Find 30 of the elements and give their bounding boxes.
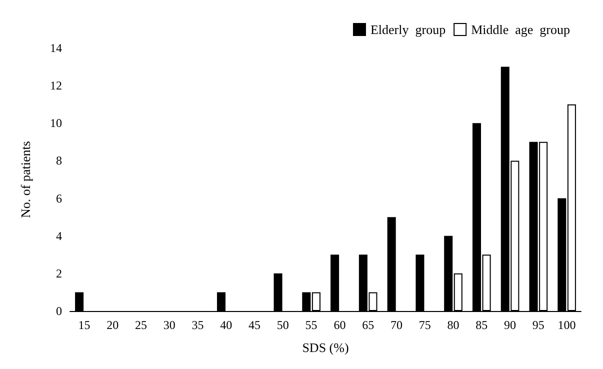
x-tick-label: 50 bbox=[276, 318, 289, 332]
y-tick-label: 14 bbox=[50, 41, 62, 55]
x-tick-label: 65 bbox=[362, 318, 374, 332]
legend-label: Middle age group bbox=[471, 22, 570, 37]
legend-label: Elderly group bbox=[370, 22, 446, 37]
y-tick-label: 0 bbox=[56, 304, 62, 318]
y-tick-label: 12 bbox=[50, 78, 62, 93]
x-tick-label: 85 bbox=[476, 318, 488, 332]
x-axis-title: SDS (%) bbox=[302, 340, 349, 355]
x-tick-label: 95 bbox=[532, 318, 544, 332]
y-axis-title: No. of patients bbox=[18, 141, 33, 218]
y-tick-label: 2 bbox=[56, 266, 62, 280]
y-tick-label: 4 bbox=[56, 228, 62, 243]
x-tick-label: 35 bbox=[192, 318, 204, 332]
x-tick-label: 75 bbox=[418, 318, 431, 332]
x-tick-label: 15 bbox=[78, 318, 90, 332]
x-tick-label: 30 bbox=[163, 318, 176, 332]
x-tick-label: 100 bbox=[558, 318, 576, 332]
x-tick-label: 25 bbox=[134, 318, 147, 332]
x-tick-label: 20 bbox=[106, 318, 119, 332]
x-tick-label: 45 bbox=[248, 318, 261, 332]
x-tick-label: 55 bbox=[305, 318, 318, 332]
x-tick-label: 80 bbox=[447, 318, 460, 332]
x-tick-label: 40 bbox=[220, 318, 232, 332]
y-tick-label: 10 bbox=[50, 116, 62, 130]
x-tick-label: 90 bbox=[504, 318, 516, 332]
x-tick-label: 60 bbox=[334, 318, 346, 332]
y-tick-label: 8 bbox=[56, 154, 62, 168]
x-tick-label: 70 bbox=[390, 318, 402, 332]
y-tick-label: 6 bbox=[56, 191, 62, 206]
